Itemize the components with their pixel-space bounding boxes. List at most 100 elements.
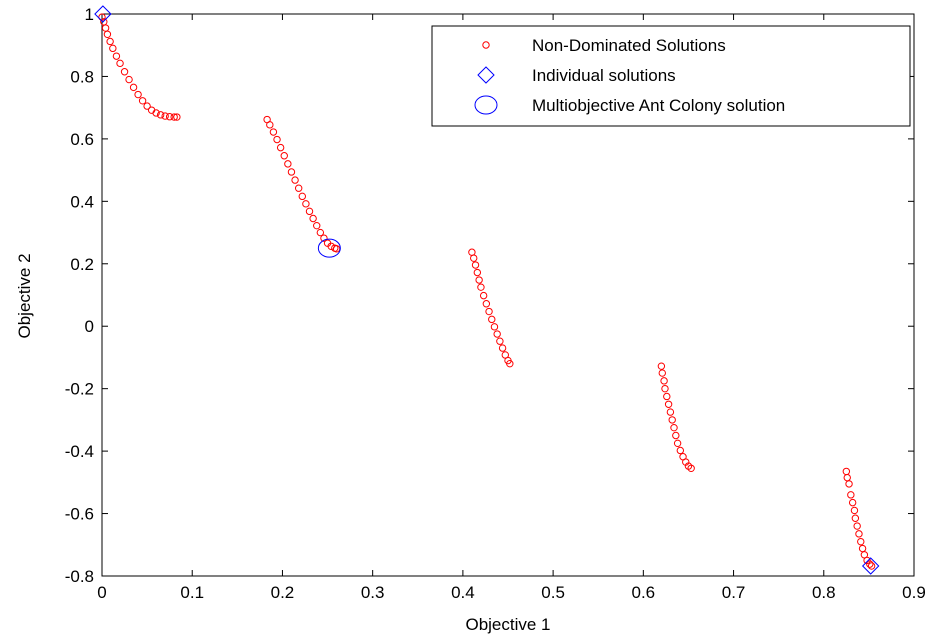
non-dominated-point: [156, 111, 165, 119]
non-dominated-point: [125, 75, 133, 84]
non-dominated-point: [302, 200, 310, 208]
y-axis-label: Objective 2: [15, 253, 34, 338]
y-tick-label: 0: [85, 317, 94, 336]
y-tick-label: -0.6: [65, 505, 94, 524]
non-dominated-point: [851, 514, 860, 522]
x-tick-label: 0.2: [271, 583, 295, 602]
individual-solution-marker: [94, 5, 112, 23]
non-dominated-point: [475, 276, 483, 284]
data-marks: [94, 5, 880, 575]
non-dominated-point: [309, 214, 317, 223]
legend-marker: [474, 95, 498, 115]
y-tick-label: 1: [85, 5, 94, 24]
legend-box: [431, 25, 911, 127]
non-dominated-point: [165, 113, 174, 121]
non-dominated-point: [506, 359, 514, 368]
non-dominated-point: [116, 59, 124, 68]
non-dominated-point: [161, 112, 169, 120]
non-dominated-point: [664, 400, 673, 408]
non-dominated-point: [284, 160, 292, 168]
y-tick-label: -0.4: [65, 442, 94, 461]
non-dominated-point: [305, 207, 314, 216]
non-dominated-point: [493, 330, 501, 338]
x-tick-label: 0.9: [902, 583, 926, 602]
non-dominated-point: [668, 416, 676, 424]
x-tick-label: 0.4: [451, 583, 475, 602]
non-dominated-point: [316, 228, 325, 237]
non-dominated-point: [670, 423, 678, 432]
non-dominated-point: [266, 121, 274, 129]
non-dominated-point: [138, 97, 147, 105]
non-dominated-point: [490, 323, 499, 331]
non-dominated-point: [273, 135, 281, 144]
non-dominated-point: [280, 152, 288, 160]
non-dominated-point: [276, 143, 285, 152]
non-dominated-point: [173, 113, 181, 121]
non-dominated-point: [129, 83, 138, 92]
non-dominated-point: [170, 113, 178, 121]
non-dominated-point: [98, 13, 106, 21]
non-dominated-point: [120, 68, 129, 76]
non-dominated-point: [106, 37, 114, 46]
legend-entry-ant-colony: Multiobjective Ant Colony solution: [532, 96, 785, 115]
non-dominated-point: [660, 377, 668, 385]
non-dominated-point: [479, 291, 488, 300]
non-dominated-point: [269, 128, 278, 136]
non-dominated-point: [658, 369, 666, 377]
non-dominated-point: [294, 184, 303, 192]
x-axis-label: Objective 1: [465, 615, 550, 634]
non-dominated-point: [498, 344, 507, 352]
x-tick-label: 0.5: [541, 583, 565, 602]
non-dominated-point: [143, 102, 151, 110]
non-dominated-point: [845, 480, 853, 488]
x-tick-label: 0.3: [361, 583, 385, 602]
non-dominated-point: [485, 307, 493, 316]
non-dominated-point: [855, 530, 863, 538]
non-dominated-point: [673, 439, 682, 448]
non-dominated-point: [866, 560, 874, 568]
non-dominated-point: [313, 221, 321, 230]
non-dominated-point: [687, 464, 695, 472]
y-tick-label: 0.4: [70, 192, 94, 211]
non-dominated-point: [676, 446, 685, 455]
legend-entry-individual: Individual solutions: [532, 66, 676, 85]
x-axis-ticks: 0 0.1 0.2 0.3 0.4 0.5 0.6 0.7 0.8 0.9: [97, 14, 926, 602]
non-dominated-point: [298, 192, 306, 201]
non-dominated-point: [853, 522, 861, 530]
non-dominated-point: [663, 392, 671, 401]
y-tick-label: -0.2: [65, 380, 94, 399]
non-dominated-point: [332, 245, 341, 253]
non-dominated-point: [488, 315, 496, 324]
non-dominated-point: [112, 52, 121, 60]
non-dominated-point: [850, 506, 859, 515]
legend-marker: [482, 41, 490, 49]
x-tick-label: 0.6: [632, 583, 656, 602]
y-tick-label: 0.2: [70, 255, 94, 274]
non-dominated-point: [287, 168, 296, 176]
x-tick-label: 0: [97, 583, 106, 602]
legend-entry-non-dominated: Non-Dominated Solutions: [532, 36, 726, 55]
legend-entries: Non-Dominated Solutions Individual soluti…: [474, 36, 785, 115]
y-tick-label: 0.8: [70, 67, 94, 86]
non-dominated-point: [496, 337, 504, 345]
non-dominated-point: [109, 44, 117, 53]
non-dominated-point: [103, 30, 112, 38]
y-tick-label: 0.6: [70, 130, 94, 149]
legend: Non-Dominated Solutions Individual soluti…: [431, 25, 911, 127]
x-tick-label: 0.8: [812, 583, 836, 602]
non-dominated-point: [134, 90, 142, 99]
legend-marker: [477, 66, 495, 84]
y-tick-label: -0.8: [65, 567, 94, 586]
non-dominated-point: [471, 261, 480, 269]
non-dominated-point: [657, 362, 666, 370]
non-dominated-point: [473, 268, 482, 277]
non-dominated-point: [848, 498, 857, 507]
non-dominated-point: [477, 283, 485, 291]
x-tick-label: 0.1: [180, 583, 204, 602]
non-dominated-point: [857, 537, 865, 546]
x-tick-label: 0.7: [722, 583, 746, 602]
non-dominated-point: [482, 300, 491, 308]
non-dominated-point: [291, 176, 299, 184]
non-dominated-point: [867, 562, 876, 570]
